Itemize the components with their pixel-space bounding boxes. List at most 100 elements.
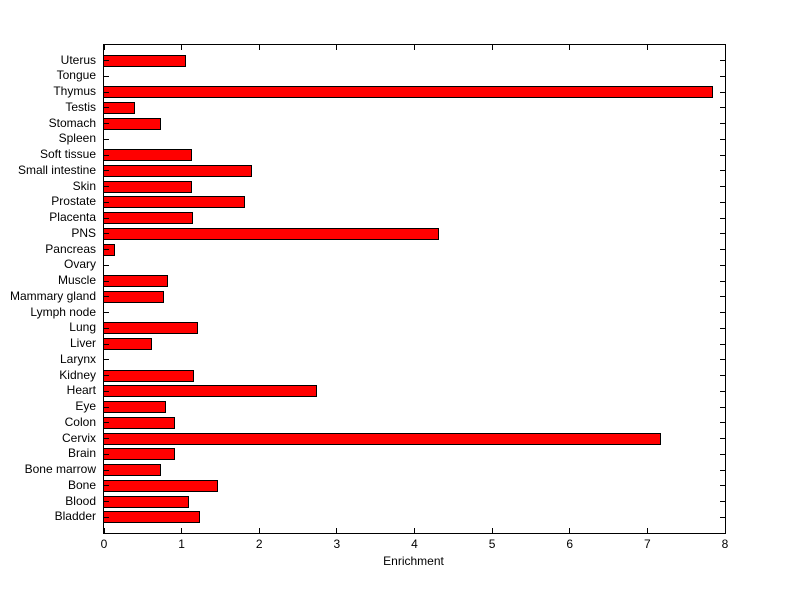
y-tick-label-bladder: Bladder bbox=[54, 509, 96, 524]
y-tick-right-pancreas bbox=[720, 249, 725, 251]
y-tick-label-ovary: Ovary bbox=[63, 257, 96, 272]
plot-area bbox=[103, 44, 726, 534]
bar-lung bbox=[104, 322, 198, 335]
bar-kidney bbox=[104, 369, 195, 382]
y-tick-right-bone bbox=[720, 485, 725, 487]
x-tick-top-6 bbox=[569, 45, 571, 50]
x-tick-top-0 bbox=[103, 45, 105, 50]
y-tick-label-heart: Heart bbox=[66, 383, 96, 398]
y-tick-right-ovary bbox=[720, 264, 725, 266]
bar-thymus bbox=[104, 86, 714, 99]
y-tick-left-skin bbox=[104, 186, 109, 188]
y-tick-left-ovary bbox=[104, 264, 109, 266]
y-tick-right-kidney bbox=[720, 375, 725, 377]
y-tick-label-brain: Brain bbox=[67, 446, 96, 461]
y-tick-left-testis bbox=[104, 107, 109, 109]
bar-bone bbox=[104, 479, 219, 492]
y-tick-left-heart bbox=[104, 390, 109, 392]
y-tick-right-soft-tissue bbox=[720, 154, 725, 156]
bar-prostate bbox=[104, 196, 246, 209]
y-tick-label-pancreas: Pancreas bbox=[45, 241, 96, 256]
y-tick-left-placenta bbox=[104, 217, 109, 219]
x-tick-bottom-3 bbox=[336, 528, 338, 533]
y-tick-left-soft-tissue bbox=[104, 154, 109, 156]
x-tick-label-8: 8 bbox=[721, 537, 729, 551]
y-tick-right-blood bbox=[720, 501, 725, 503]
y-tick-label-bone: Bone bbox=[67, 477, 96, 492]
y-tick-label-cervix: Cervix bbox=[61, 430, 96, 445]
y-tick-label-thymus: Thymus bbox=[53, 84, 96, 99]
y-tick-right-uterus bbox=[720, 60, 725, 62]
x-tick-bottom-1 bbox=[181, 528, 183, 533]
y-tick-left-cervix bbox=[104, 438, 109, 440]
y-tick-left-spleen bbox=[104, 138, 109, 140]
x-tick-top-4 bbox=[414, 45, 415, 50]
y-tick-left-liver bbox=[104, 343, 109, 345]
y-tick-label-tongue: Tongue bbox=[56, 68, 96, 83]
y-tick-label-kidney: Kidney bbox=[59, 367, 96, 382]
x-tick-label-3: 3 bbox=[333, 537, 341, 551]
y-tick-left-muscle bbox=[104, 280, 109, 282]
y-tick-right-thymus bbox=[720, 91, 725, 93]
y-tick-label-testis: Testis bbox=[65, 99, 96, 114]
y-tick-label-uterus: Uterus bbox=[60, 52, 96, 67]
y-tick-left-lung bbox=[104, 327, 109, 329]
y-tick-right-pns bbox=[720, 233, 725, 235]
y-tick-right-larynx bbox=[720, 359, 725, 361]
y-tick-left-tongue bbox=[104, 75, 109, 77]
y-tick-right-placenta bbox=[720, 217, 725, 219]
x-tick-top-1 bbox=[181, 45, 183, 50]
bar-colon bbox=[104, 416, 175, 429]
y-tick-right-prostate bbox=[720, 201, 725, 203]
bar-heart bbox=[104, 385, 317, 398]
y-tick-label-prostate: Prostate bbox=[51, 194, 96, 209]
y-tick-right-mammary-gland bbox=[720, 296, 725, 298]
y-tick-label-lung: Lung bbox=[69, 320, 96, 335]
y-tick-label-stomach: Stomach bbox=[48, 115, 96, 130]
y-tick-right-skin bbox=[720, 186, 725, 188]
y-tick-label-pns: PNS bbox=[71, 225, 96, 240]
bar-uterus bbox=[104, 54, 186, 67]
x-tick-top-2 bbox=[258, 45, 260, 50]
y-tick-right-bladder bbox=[720, 516, 725, 518]
y-tick-left-uterus bbox=[104, 60, 109, 62]
y-tick-right-bone-marrow bbox=[720, 469, 725, 471]
x-tick-top-3 bbox=[336, 45, 338, 50]
bar-skin bbox=[104, 180, 193, 193]
x-tick-bottom-5 bbox=[491, 528, 493, 533]
y-tick-left-kidney bbox=[104, 375, 109, 377]
x-tick-bottom-6 bbox=[569, 528, 571, 533]
bar-soft-tissue bbox=[104, 149, 193, 162]
x-axis-label: Enrichment bbox=[383, 554, 444, 568]
x-tick-bottom-8 bbox=[724, 528, 726, 533]
x-tick-top-7 bbox=[646, 45, 648, 50]
y-tick-left-small-intestine bbox=[104, 170, 109, 172]
y-tick-label-small-intestine: Small intestine bbox=[17, 162, 96, 177]
bar-testis bbox=[104, 101, 136, 114]
x-tick-bottom-2 bbox=[258, 528, 260, 533]
y-tick-label-mammary-gland: Mammary gland bbox=[9, 288, 96, 303]
bar-blood bbox=[104, 495, 189, 508]
y-tick-label-liver: Liver bbox=[69, 336, 96, 351]
y-tick-left-lymph-node bbox=[104, 312, 109, 314]
y-tick-left-bone bbox=[104, 485, 109, 487]
y-tick-left-colon bbox=[104, 422, 109, 424]
x-tick-label-1: 1 bbox=[178, 537, 185, 551]
bar-pancreas bbox=[104, 243, 115, 256]
y-tick-left-bone-marrow bbox=[104, 469, 109, 471]
bar-bone-marrow bbox=[104, 464, 162, 477]
y-tick-right-testis bbox=[720, 107, 725, 109]
y-tick-label-lymph-node: Lymph node bbox=[30, 304, 96, 319]
bar-bladder bbox=[104, 511, 201, 524]
y-tick-left-thymus bbox=[104, 91, 109, 93]
bar-liver bbox=[104, 338, 153, 351]
y-tick-right-spleen bbox=[720, 138, 725, 140]
bar-stomach bbox=[104, 117, 162, 130]
y-tick-right-eye bbox=[720, 406, 725, 408]
x-tick-label-5: 5 bbox=[488, 537, 496, 551]
y-tick-right-lymph-node bbox=[720, 312, 725, 314]
y-tick-right-colon bbox=[720, 422, 725, 424]
y-tick-label-skin: Skin bbox=[72, 178, 96, 193]
x-tick-label-7: 7 bbox=[644, 537, 651, 551]
bar-eye bbox=[104, 401, 167, 414]
